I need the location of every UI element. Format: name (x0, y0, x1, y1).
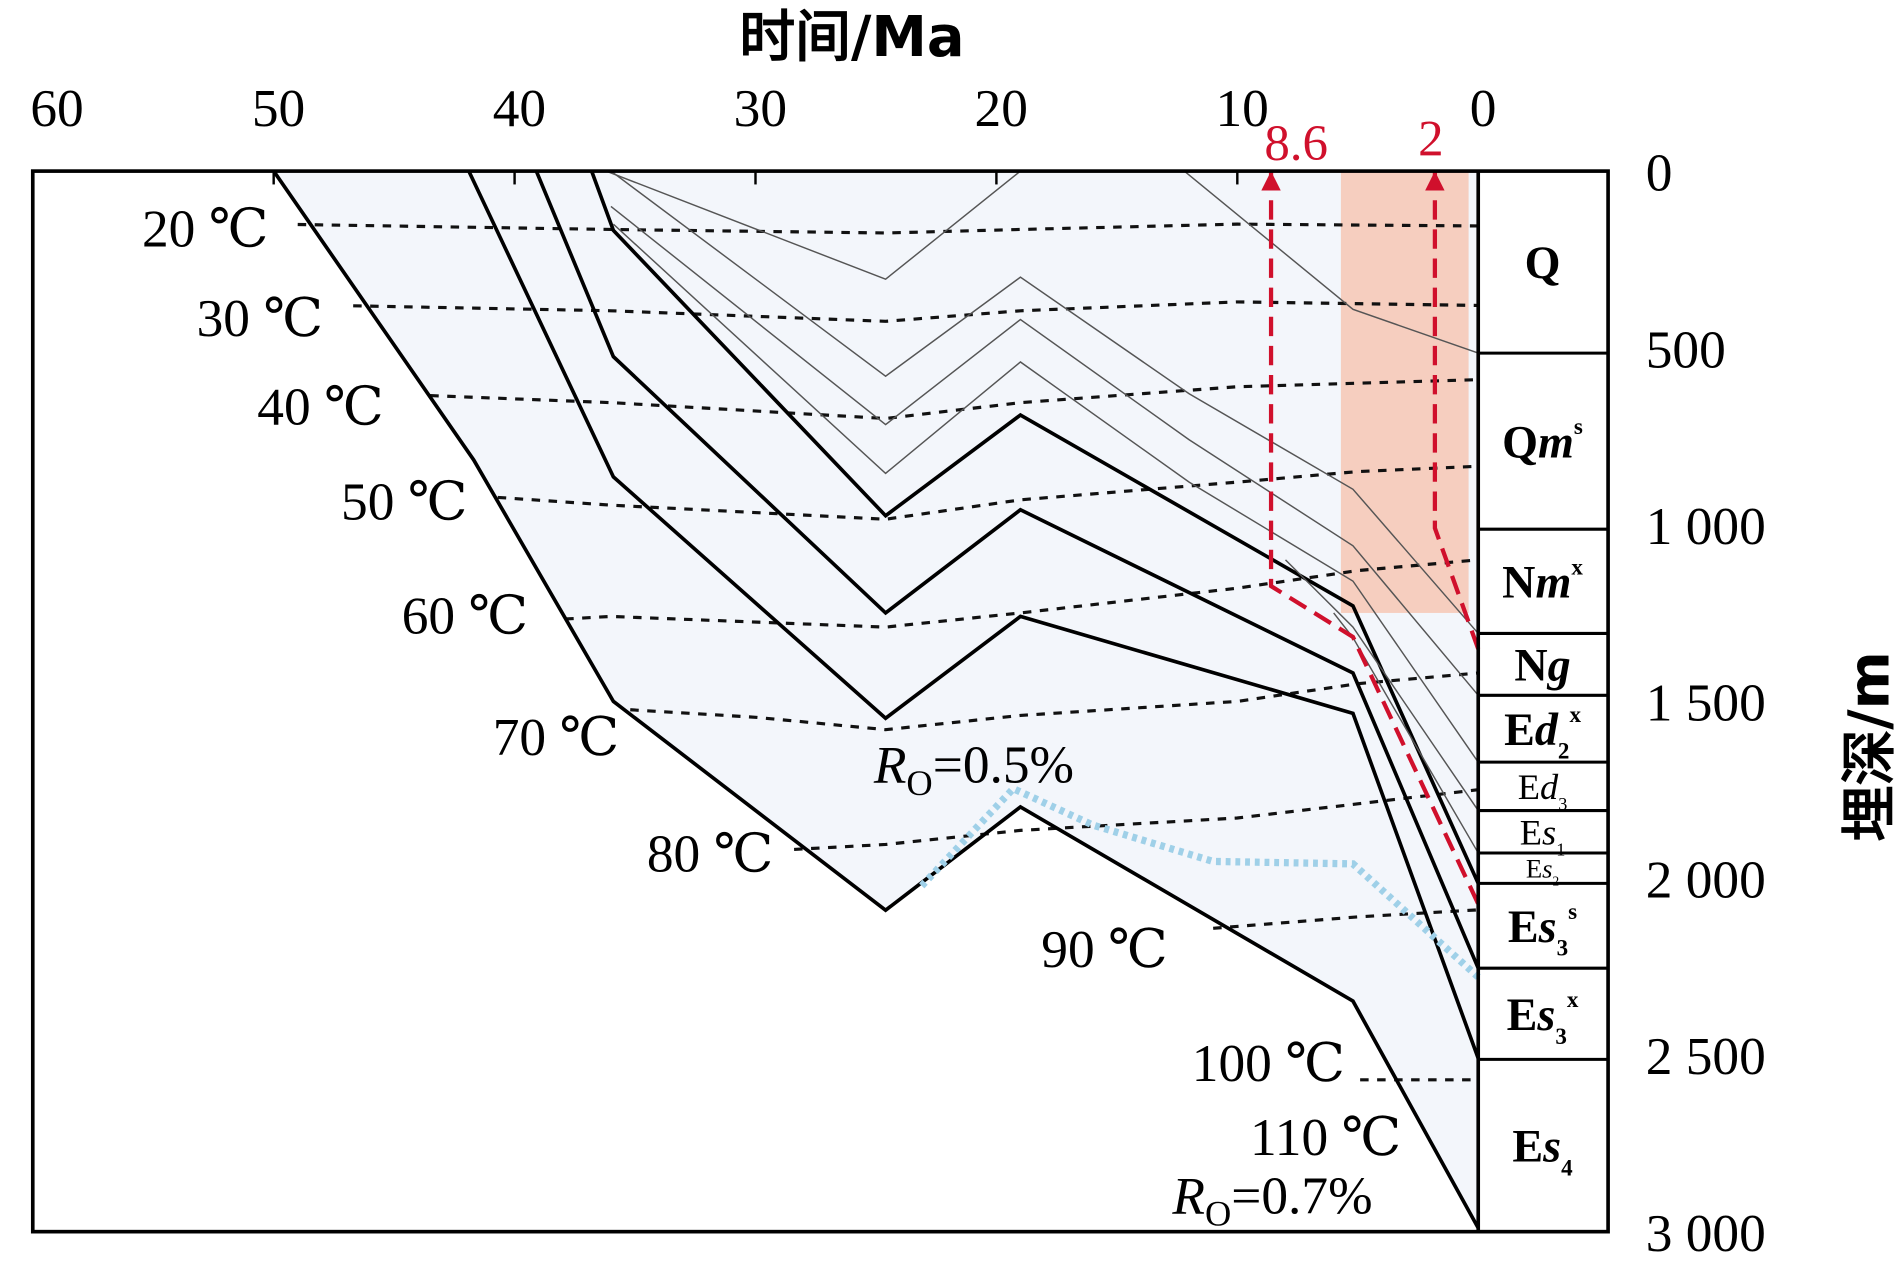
burial-curve-D (589, 170, 1480, 885)
formation-label: Ed2x (1504, 701, 1581, 764)
x-tick-label: 0 (1470, 78, 1497, 138)
burial-curve-A (272, 170, 1480, 1229)
plot-frame (30, 169, 1610, 1234)
burial-curve-T3 (610, 205, 1479, 696)
event-path-1 (1432, 171, 1481, 650)
isotherm-label-90: 90 ℃ (1041, 919, 1167, 979)
ro-07-label: RO=0.7% (1171, 1165, 1372, 1233)
x-tick-label: 10 (1215, 78, 1268, 138)
formation-label: Q (1525, 237, 1561, 288)
highlight-band (1340, 171, 1469, 613)
burial-curve-C (534, 170, 1480, 969)
y-tick-label: 1 500 (1646, 673, 1766, 733)
burial-curve-T5 (1284, 559, 1479, 812)
y-tick-label: 2 500 (1646, 1026, 1766, 1086)
isotherm-label-30: 30 ℃ (197, 288, 323, 348)
y-tick-label: 0 (1646, 143, 1673, 203)
y-tick-label: 500 (1646, 319, 1726, 379)
burial-curve-T2 (610, 170, 1479, 634)
formation-label: Qms (1502, 413, 1583, 467)
x-tick-label: 40 (493, 78, 546, 138)
formation-label: Es3s (1508, 898, 1577, 961)
event-path-0 (1268, 171, 1481, 905)
formation-label: Ed3 (1518, 767, 1568, 814)
y-axis-title: 埋深/m (1837, 651, 1902, 841)
formation-label: Es1 (1520, 812, 1566, 859)
arrow-up-icon (1425, 171, 1445, 191)
x-tick-label: 60 (30, 78, 83, 138)
isotherm-7 (1213, 908, 1479, 930)
isotherm-1 (353, 300, 1479, 323)
y-tick-label: 1 000 (1646, 496, 1766, 556)
formation-label: Nmx (1502, 553, 1583, 607)
formation-label: Es3x (1507, 986, 1579, 1049)
isotherm-label-100: 100 ℃ (1192, 1033, 1345, 1093)
isotherm-6 (794, 788, 1479, 851)
isotherm-label-40: 40 ℃ (257, 377, 383, 437)
x-axis-title: 时间/Ma (739, 5, 964, 70)
isotherm-label-20: 20 ℃ (142, 198, 268, 258)
ro-05-label: RO=0.5% (873, 735, 1074, 803)
y-tick-label: 3 000 (1646, 1203, 1766, 1262)
event-label-2: 2 (1418, 111, 1443, 167)
burial-curve-T4 (612, 223, 1479, 763)
formation-label: Es4 (1512, 1121, 1573, 1181)
basin-fill (273, 171, 1479, 1229)
burial-curve-B (467, 170, 1480, 1060)
formation-label: Ng (1514, 640, 1570, 691)
x-tick-label: 50 (252, 78, 305, 138)
isotherm-label-60: 60 ℃ (402, 585, 528, 645)
x-tick-label: 30 (734, 78, 787, 138)
maturity-line-0 (919, 784, 1481, 980)
burial-curve-T0 (1183, 170, 1479, 354)
isotherm-label-110: 110 ℃ (1250, 1107, 1401, 1167)
burial-curve-T1 (605, 170, 1021, 281)
y-tick-label: 2 000 (1646, 849, 1766, 909)
isotherm-label-50: 50 ℃ (341, 471, 467, 531)
event-label-8-6: 8.6 (1264, 116, 1328, 172)
isotherm-label-80: 80 ℃ (647, 823, 773, 883)
x-tick-label: 20 (975, 78, 1028, 138)
formation-label: Es2 (1526, 854, 1559, 889)
arrow-up-icon (1261, 171, 1281, 191)
isotherm-label-70: 70 ℃ (493, 707, 619, 767)
